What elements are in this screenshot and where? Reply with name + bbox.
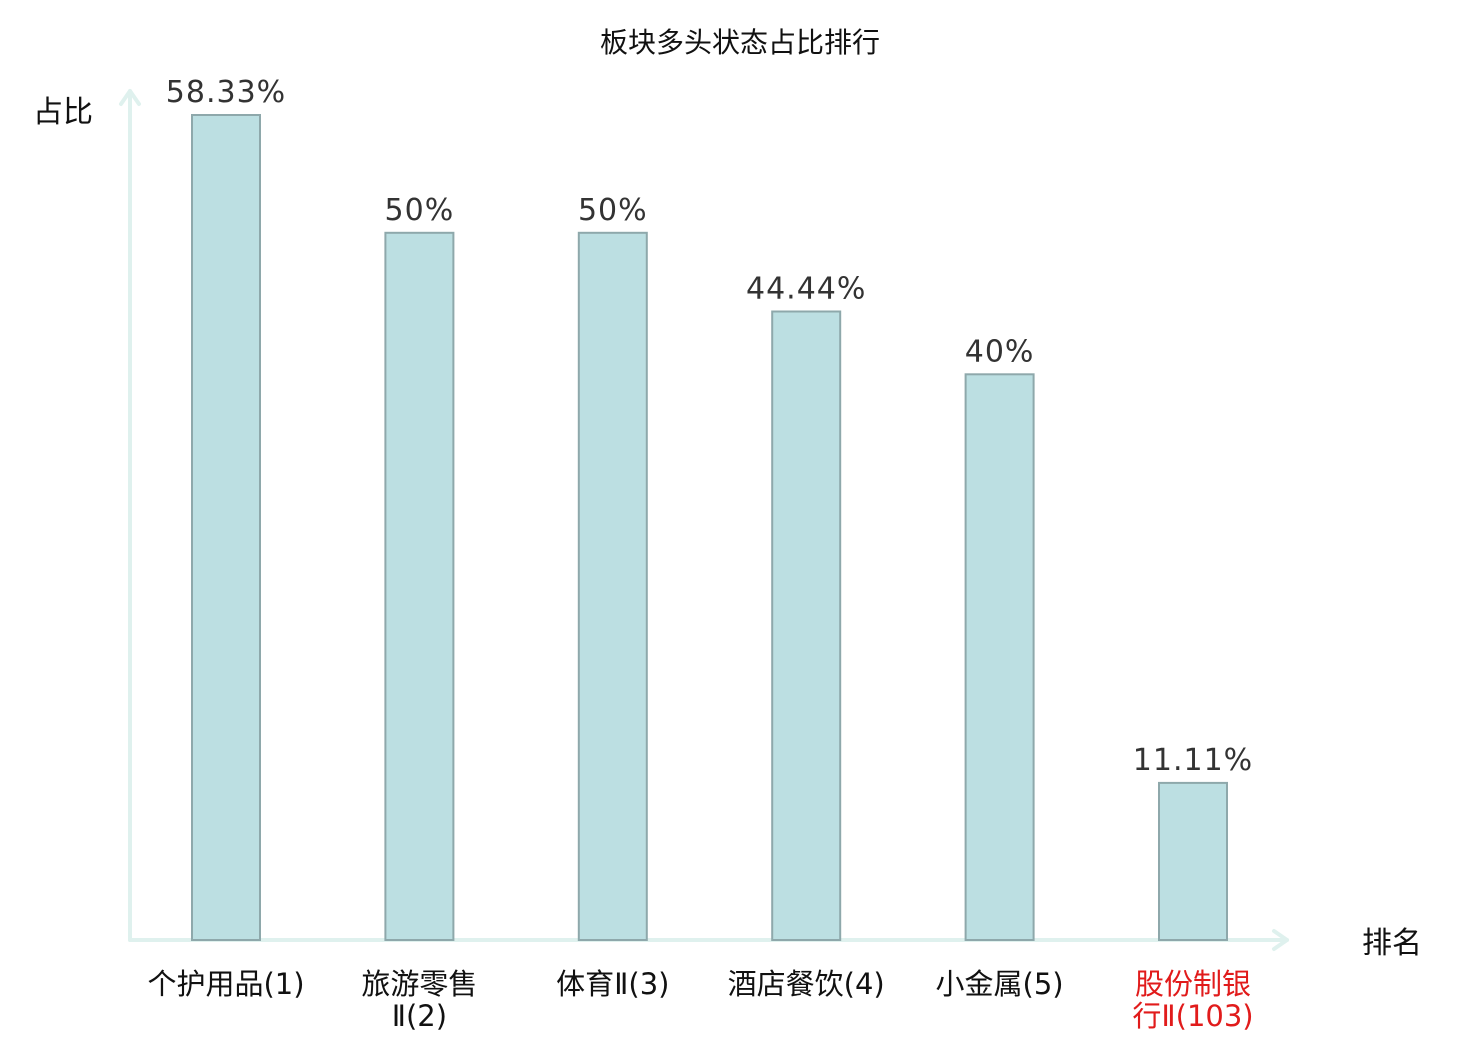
y-axis-label: 占比 [33, 95, 93, 130]
y-axis-arrow-icon [119, 89, 141, 106]
x-axis-label: 排名 [1362, 926, 1422, 961]
x-tick-label-line: 行Ⅱ(103) [1132, 999, 1253, 1033]
bars-layer [191, 114, 1228, 942]
x-tick-label-line: 旅游零售 [361, 967, 477, 1001]
data-label: 44.44% [746, 272, 866, 307]
x-tick-label: 股份制银行Ⅱ(103) [1132, 967, 1253, 1033]
x-tick-label-line: 股份制银 [1135, 967, 1251, 1001]
category-labels-layer: 个护用品(1) 旅游零售 Ⅱ(2) 体育Ⅱ(3) 酒店餐饮(4) 小金属(5) 股份制银行Ⅱ… [147, 967, 1253, 1033]
x-tick-label: 酒店餐饮(4) [728, 967, 885, 1001]
axes [119, 89, 1289, 951]
bar [964, 373, 1035, 941]
data-label: 11.11% [1133, 743, 1253, 778]
bar [1158, 781, 1228, 942]
x-tick-label-line: 体育Ⅱ(3) [556, 967, 669, 1001]
x-tick-label-line: 个护用品(1) [147, 967, 304, 1001]
x-tick-label-line: 酒店餐饮(4) [728, 967, 885, 1001]
x-tick-label: 体育Ⅱ(3) [556, 967, 669, 1001]
bar [384, 231, 455, 942]
x-axis-arrow-icon [1272, 929, 1289, 951]
bar [191, 114, 261, 941]
x-tick-label-line: Ⅱ(2) [392, 999, 447, 1033]
x-tick-label: 旅游零售 Ⅱ(2) [361, 967, 477, 1033]
x-tick-label: 小金属(5) [936, 967, 1064, 1001]
bar [577, 231, 648, 942]
x-tick-label-line: 小金属(5) [936, 967, 1064, 1001]
chart-title: 板块多头状态占比排行 [600, 26, 880, 59]
data-label: 50% [578, 193, 648, 228]
x-tick-label: 个护用品(1) [147, 967, 304, 1001]
data-label: 40% [965, 334, 1035, 369]
data-label: 50% [385, 193, 455, 228]
value-labels-layer: 58.33% 50% 50% 44.44% 40% 11.11% [166, 75, 1253, 778]
data-label: 58.33% [166, 75, 286, 110]
bar [771, 310, 842, 941]
